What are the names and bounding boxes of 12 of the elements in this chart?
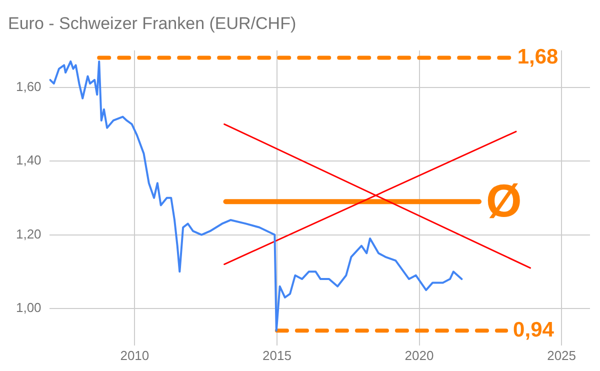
y-tick-label: 1,00: [16, 300, 42, 316]
y-tick-label: 1,60: [16, 78, 42, 94]
x-tick-label: 2015: [262, 348, 292, 363]
x-tick-label: 2020: [404, 348, 434, 363]
series-label: 1,68: [517, 46, 559, 69]
y-tick-label: 1,20: [16, 226, 42, 242]
series-label: Ø: [486, 174, 522, 226]
series-label: 0,94: [513, 318, 554, 342]
y-tick-label: 1,40: [16, 152, 42, 168]
x-tick-label: 2025: [547, 348, 576, 363]
chart-title: Euro - Schweizer Franken (EUR/CHF): [8, 14, 296, 33]
x-tick-label: 2010: [120, 348, 150, 363]
